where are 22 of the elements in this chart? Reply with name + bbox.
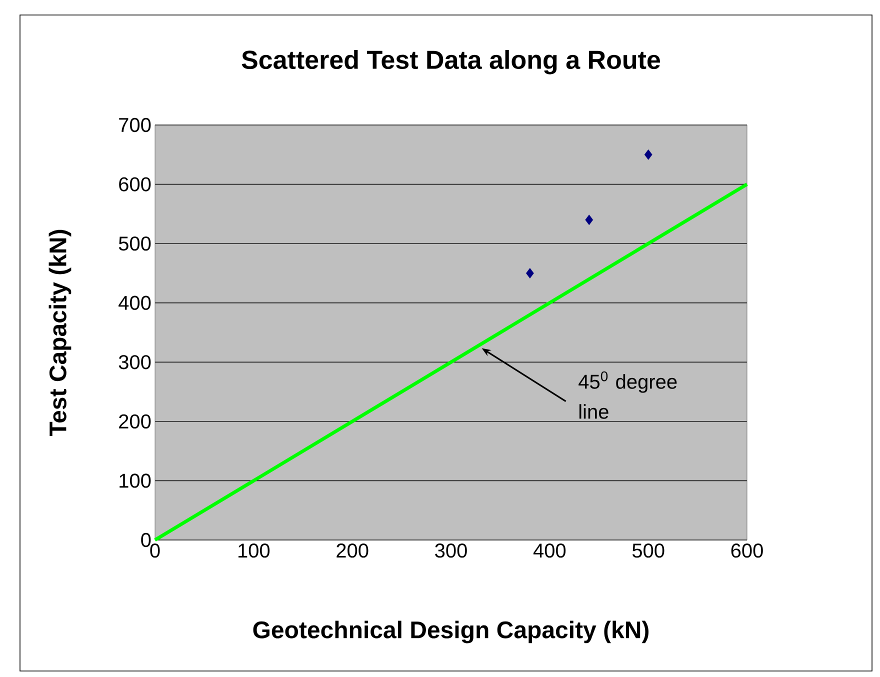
- x-tick-label: 100: [238, 544, 270, 558]
- x-tick-label: 300: [435, 544, 467, 558]
- y-axis-title: Test Capacity (kN): [48, 230, 72, 436]
- y-tick-label: 600: [119, 177, 151, 192]
- y-tick-label: 500: [118, 236, 151, 251]
- x-axis-title: Geotechnical Design Capacity (kN): [253, 620, 648, 644]
- y-tick-label: 200: [119, 414, 151, 428]
- x-tick-label: 500: [632, 544, 664, 558]
- point: [526, 268, 534, 278]
- point: [644, 149, 652, 160]
- x-tick-label: 400: [533, 544, 566, 558]
- x-tick-label: 200: [336, 544, 368, 558]
- y-tick-label: 100: [120, 474, 151, 488]
- x-tick-label: 600: [731, 544, 763, 558]
- y-tick-label: 300: [118, 355, 151, 370]
- x-tick-label: 0: [150, 544, 160, 558]
- y-tick-label: 700: [119, 118, 151, 132]
- chart-title: Scattered Test Data along a Route: [242, 50, 660, 74]
- y-tick-label: 0: [141, 532, 151, 548]
- annotation: 45$^{0}$ degree line: [578, 371, 677, 419]
- y-tick-label: 400: [118, 296, 151, 310]
- point: [585, 214, 594, 226]
